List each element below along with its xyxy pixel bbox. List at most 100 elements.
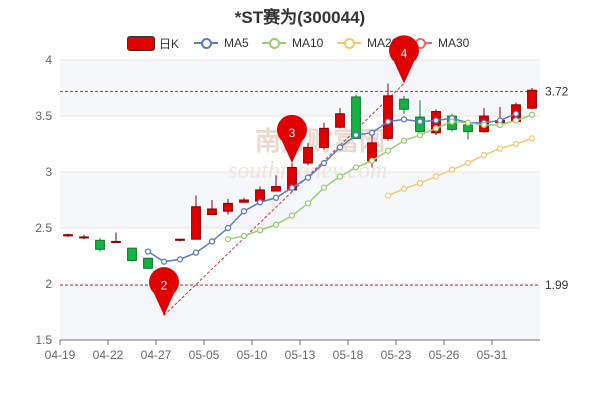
legend-item-ma20[interactable]: MA20	[337, 34, 398, 52]
candle-body	[271, 186, 281, 192]
legend-item-ma30[interactable]: MA30	[408, 34, 469, 52]
series-point-ma10	[224, 236, 232, 243]
x-tick-label: 04-19	[45, 348, 76, 362]
series-point-ma10	[304, 200, 312, 207]
x-tick-label: 05-23	[381, 348, 412, 362]
series-point-ma20	[384, 192, 392, 199]
legend-label-ma5: MA5	[224, 36, 249, 50]
legend-k-swatch	[127, 35, 155, 51]
chart-title: *ST赛为(300044)	[234, 8, 366, 27]
marker-pin-shape	[149, 267, 180, 316]
series-point-ma20	[448, 166, 456, 173]
y-tick-label: 4	[45, 53, 52, 67]
trendline	[163, 83, 405, 316]
candle-body	[191, 206, 201, 240]
series-point-ma5	[288, 184, 296, 191]
legend-ma5-swatch	[194, 36, 218, 50]
series-point-ma10	[336, 173, 344, 180]
plot-band	[60, 284, 540, 340]
legend-ma20-swatch	[337, 36, 361, 50]
legend-item-ma10[interactable]: MA10	[262, 34, 323, 52]
series-point-ma20	[480, 152, 488, 159]
series-point-ma10	[256, 227, 264, 234]
x-tick-label: 04-27	[141, 348, 172, 362]
legend-ma10-swatch	[262, 36, 286, 50]
series-point-ma5	[320, 159, 328, 167]
series-point-ma10	[400, 137, 408, 144]
candle-body	[303, 146, 313, 164]
marker-pin-shape	[389, 35, 420, 84]
legend-label-k: 日K	[159, 36, 180, 51]
series-point-ma5	[240, 208, 248, 215]
series-point-ma5	[272, 194, 280, 201]
series-point-ma10	[464, 119, 472, 126]
candle-body	[143, 257, 153, 269]
candle-body	[383, 95, 393, 139]
series-point-ma5	[208, 238, 216, 245]
candle-body	[319, 127, 329, 148]
series-point-ma10	[416, 131, 424, 139]
marker-pin-label: 2	[161, 278, 168, 292]
series-point-ma5	[368, 129, 376, 136]
legend-item-ma5[interactable]: MA5	[194, 34, 249, 52]
series-point-ma10	[432, 125, 440, 132]
plot-band	[60, 228, 540, 284]
series-point-ma5	[176, 256, 184, 263]
marker-pin-label: 4	[401, 47, 408, 61]
series-point-ma10	[448, 118, 456, 125]
chart-legend: 日K MA5 MA10 MA20 MA30	[0, 34, 600, 54]
series-point-ma5	[416, 118, 424, 125]
reference-line-label: 3.72	[545, 84, 569, 98]
series-point-ma20	[464, 159, 472, 167]
x-tick-label: 05-26	[429, 348, 460, 362]
candle-body	[351, 96, 361, 139]
series-point-ma5	[512, 110, 520, 117]
series-point-ma10	[384, 147, 392, 154]
candle-body	[223, 202, 233, 212]
series-point-ma5	[256, 199, 264, 206]
series-point-ma20	[512, 140, 520, 148]
series-point-ma10	[368, 157, 376, 164]
series-point-ma20	[416, 180, 424, 187]
series-point-ma5	[304, 174, 312, 181]
x-tick-label: 05-05	[189, 348, 220, 362]
series-point-ma5	[384, 118, 392, 125]
series-point-ma20	[432, 173, 440, 180]
series-point-ma5	[192, 249, 200, 256]
series-point-ma20	[496, 145, 504, 152]
series-point-ma10	[272, 221, 280, 228]
legend-label-ma30: MA30	[438, 36, 470, 50]
series-point-ma10	[320, 184, 328, 191]
x-tick-label: 05-10	[237, 348, 268, 362]
series-point-ma20	[528, 135, 536, 142]
x-tick-label: 05-13	[285, 348, 316, 362]
candle-body	[63, 234, 73, 237]
series-point-ma10	[496, 121, 504, 129]
marker-pin: 3	[277, 114, 307, 164]
x-tick-label: 05-18	[333, 348, 364, 362]
marker-pin-shape	[277, 114, 307, 164]
series-point-ma5	[160, 258, 168, 265]
series-point-ma10	[512, 117, 520, 124]
candle-body	[207, 208, 217, 216]
candle-body	[111, 240, 121, 243]
legend-item-k[interactable]: 日K	[127, 34, 179, 52]
candle-body	[399, 98, 409, 110]
y-tick-label: 1.5	[35, 333, 52, 347]
marker-pin-label: 3	[289, 126, 296, 140]
candle-body	[127, 247, 137, 261]
series-point-ma5	[224, 224, 232, 232]
candle-body	[175, 238, 185, 241]
candle-body	[335, 113, 345, 128]
series-point-ma5	[400, 116, 408, 123]
series-point-ma10	[288, 212, 296, 219]
x-tick-label: 04-22	[93, 348, 124, 362]
candle-body	[463, 124, 473, 133]
y-tick-label: 2.5	[35, 221, 52, 235]
series-point-ma20	[400, 185, 408, 192]
series-point-ma5	[432, 117, 440, 124]
series-line-ma20	[387, 137, 533, 197]
series-point-ma5	[352, 131, 360, 139]
y-tick-label: 2	[45, 277, 52, 291]
